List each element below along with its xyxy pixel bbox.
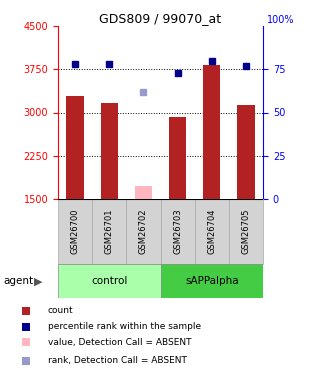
Bar (161, 264, 263, 298)
Text: 100%: 100% (267, 15, 295, 25)
Bar (92, 199, 126, 264)
Text: rank, Detection Call = ABSENT: rank, Detection Call = ABSENT (48, 356, 187, 365)
Bar (169, 117, 186, 199)
Bar (161, 199, 195, 264)
Bar (126, 199, 161, 264)
Text: GSM26702: GSM26702 (139, 209, 148, 254)
Text: GSM26704: GSM26704 (207, 209, 216, 254)
Bar (203, 65, 220, 199)
Bar (195, 199, 229, 264)
Text: agent: agent (3, 276, 33, 286)
Text: GSM26703: GSM26703 (173, 209, 182, 254)
Text: sAPPalpha: sAPPalpha (185, 276, 239, 286)
Text: ▶: ▶ (34, 276, 42, 286)
Text: GSM26701: GSM26701 (105, 209, 114, 254)
Title: GDS809 / 99070_at: GDS809 / 99070_at (100, 12, 221, 25)
Text: percentile rank within the sample: percentile rank within the sample (48, 322, 201, 331)
Bar (229, 199, 263, 264)
Bar (58, 199, 92, 264)
Bar (58, 264, 161, 298)
Text: control: control (91, 276, 127, 286)
Text: GSM26700: GSM26700 (71, 209, 79, 254)
Text: GSM26705: GSM26705 (242, 209, 251, 254)
Bar (237, 105, 255, 199)
Text: count: count (48, 306, 73, 315)
Text: value, Detection Call = ABSENT: value, Detection Call = ABSENT (48, 338, 191, 347)
Bar (135, 186, 152, 199)
Bar (101, 103, 118, 199)
Bar (67, 96, 83, 199)
